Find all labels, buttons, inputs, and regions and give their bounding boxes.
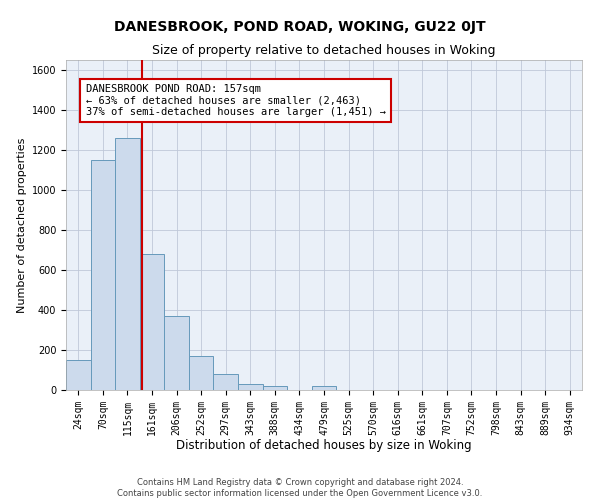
- Bar: [189, 356, 214, 390]
- Bar: [164, 316, 189, 390]
- Text: DANESBROOK, POND ROAD, WOKING, GU22 0JT: DANESBROOK, POND ROAD, WOKING, GU22 0JT: [114, 20, 486, 34]
- X-axis label: Distribution of detached houses by size in Woking: Distribution of detached houses by size …: [176, 439, 472, 452]
- Bar: [91, 160, 115, 390]
- Bar: [312, 386, 336, 390]
- Bar: [238, 384, 263, 390]
- Bar: [140, 254, 164, 390]
- Text: Contains HM Land Registry data © Crown copyright and database right 2024.
Contai: Contains HM Land Registry data © Crown c…: [118, 478, 482, 498]
- Bar: [66, 360, 91, 390]
- Bar: [214, 374, 238, 390]
- Title: Size of property relative to detached houses in Woking: Size of property relative to detached ho…: [152, 44, 496, 58]
- Text: DANESBROOK POND ROAD: 157sqm
← 63% of detached houses are smaller (2,463)
37% of: DANESBROOK POND ROAD: 157sqm ← 63% of de…: [86, 84, 386, 117]
- Bar: [115, 138, 140, 390]
- Y-axis label: Number of detached properties: Number of detached properties: [17, 138, 28, 312]
- Bar: [263, 386, 287, 390]
